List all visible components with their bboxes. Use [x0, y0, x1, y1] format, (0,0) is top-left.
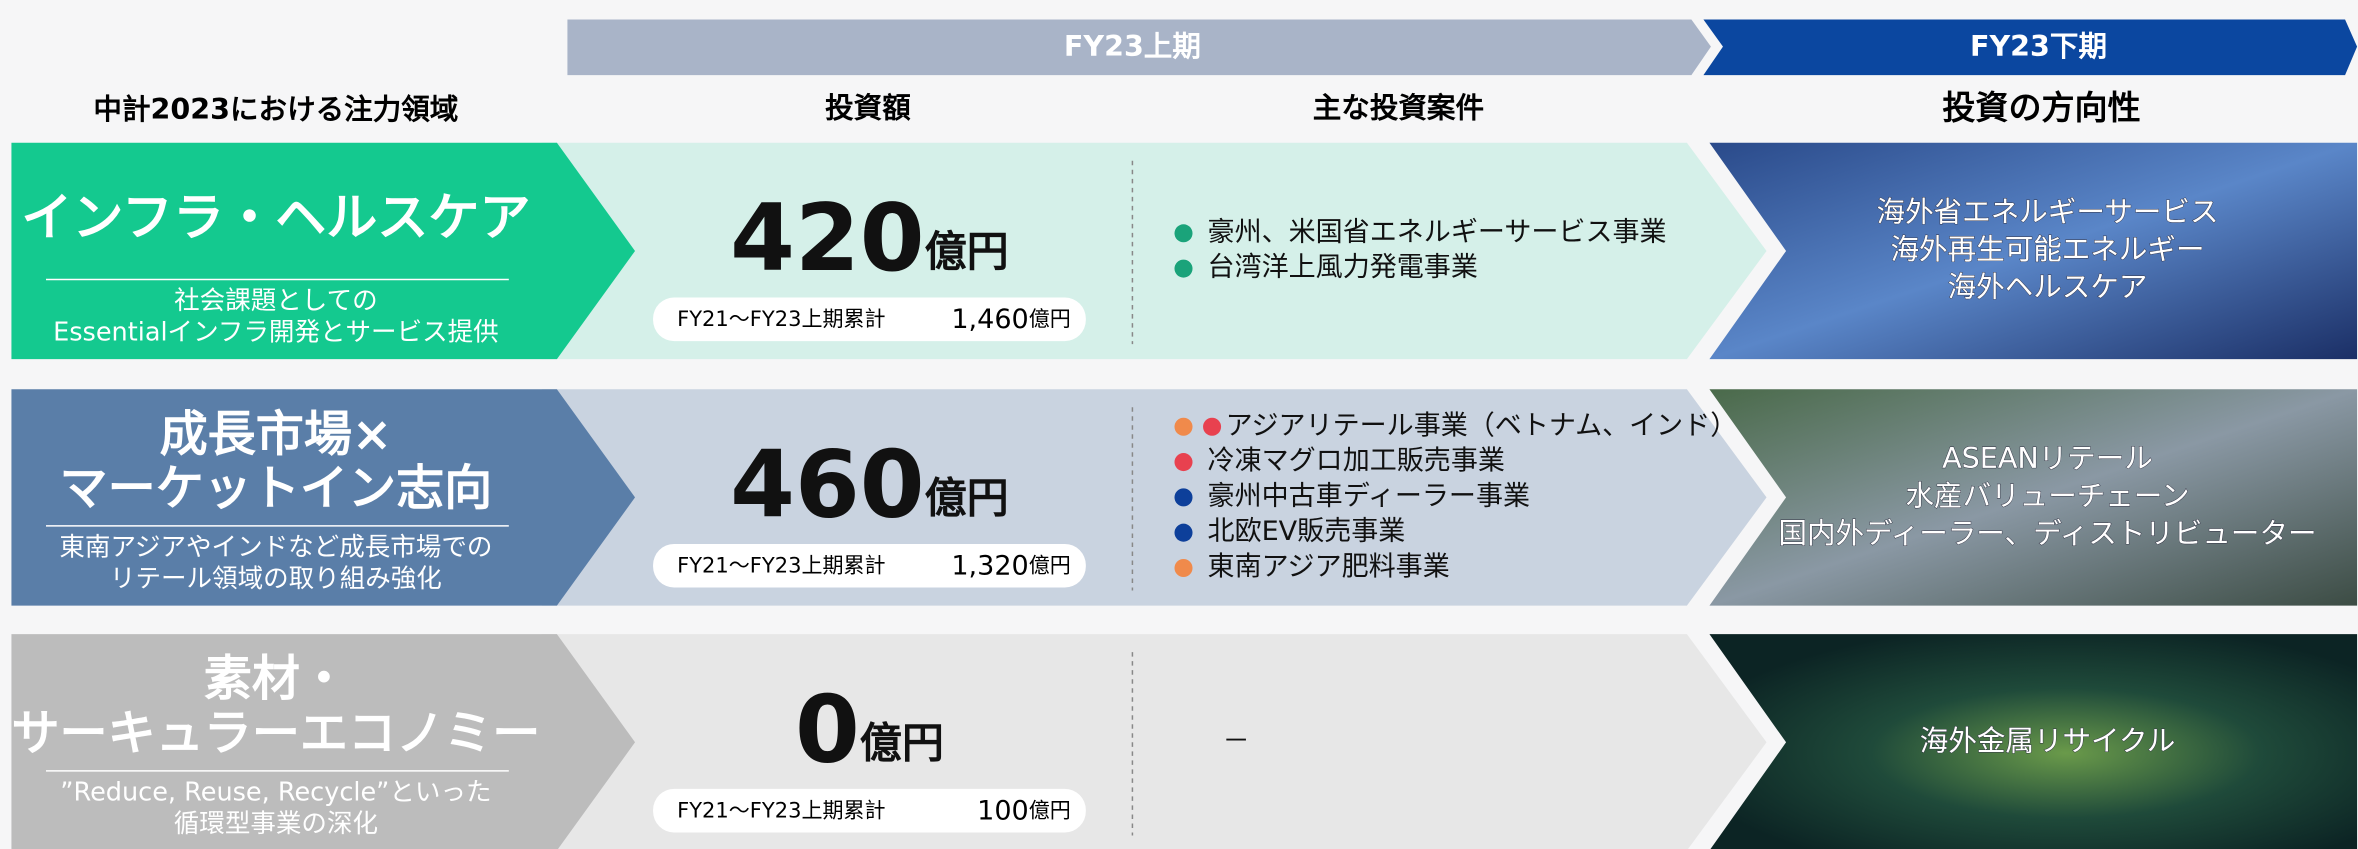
- bullet: [1203, 417, 1222, 436]
- area-box: [11, 634, 636, 849]
- amount: 420億円: [730, 184, 1009, 292]
- amount-unit: 億円: [925, 226, 1009, 275]
- direction: 海外省エネルギーサービス: [1877, 194, 2219, 228]
- phase-banner: [1703, 19, 2358, 76]
- image-panel: [1709, 634, 2358, 849]
- cumulative-pill: [653, 297, 1086, 342]
- direction: 国内外ディーラー、ディストリビューター: [1778, 516, 2316, 550]
- area-title: インフラ・ヘルスケア: [21, 189, 530, 248]
- area-subtitle: 社会課題としての: [174, 286, 377, 316]
- area-subtitle: Essentialインフラ開発とサービス提供: [53, 318, 499, 348]
- project: 北欧EV販売事業: [1208, 516, 1406, 547]
- cumulative-unit: 億円: [1029, 306, 1071, 331]
- area-title: サーキュラーエコノミー: [11, 705, 540, 761]
- direction: 水産バリューチェーン: [1906, 478, 2190, 512]
- phase-label: FY23上期: [1064, 29, 1201, 63]
- area-subtitle: リテール領域の取り組み強化: [110, 564, 442, 594]
- bullet: [1174, 523, 1193, 542]
- project: 豪州、米国省エネルギーサービス事業: [1208, 217, 1667, 248]
- cumulative: 100億円: [977, 795, 1071, 826]
- amount-value: 460: [730, 431, 924, 539]
- cumulative-label: FY21～FY23上期累計: [677, 553, 885, 578]
- direction: 海外再生可能エネルギー: [1891, 232, 2205, 266]
- cumulative: 1,320億円: [951, 550, 1070, 581]
- area-box: [11, 389, 636, 606]
- project: 東南アジア肥料事業: [1208, 552, 1450, 583]
- image-panel: [1709, 142, 2358, 360]
- amount-value: 0: [795, 676, 860, 784]
- amount-unit: 億円: [860, 718, 944, 767]
- cumulative: 1,460億円: [951, 304, 1070, 335]
- cumulative-amount: 100: [977, 795, 1029, 826]
- column-header: 中計2023における注力領域: [93, 92, 458, 126]
- bullet: [1174, 259, 1193, 278]
- direction: 海外ヘルスケア: [1948, 270, 2148, 304]
- cumulative-label: FY21～FY23上期累計: [677, 797, 885, 822]
- amount-value: 420: [730, 184, 924, 292]
- project: －: [1223, 726, 1250, 757]
- direction: 海外金属リサイクル: [1920, 723, 2176, 757]
- cumulative-amount: 1,460: [951, 304, 1028, 335]
- project: 台湾洋上風力発電事業: [1208, 252, 1478, 283]
- area-subtitle: 循環型事業の深化: [174, 809, 378, 839]
- project: 冷凍マグロ加工販売事業: [1208, 446, 1505, 477]
- area-title: 素材・: [204, 651, 348, 707]
- column-header: 主な投資案件: [1313, 91, 1484, 125]
- image-panel: [1709, 389, 2358, 606]
- area-box: [11, 142, 636, 360]
- bullet: [1174, 453, 1193, 472]
- phase-banner: [567, 19, 1711, 76]
- area-title: マーケットイン志向: [60, 460, 493, 516]
- column-header: 投資額: [825, 91, 911, 125]
- phase-label: FY23下期: [1970, 29, 2107, 63]
- amount: 0億円: [795, 676, 944, 784]
- project: アジアリテール事業（ベトナム、インド）: [1226, 410, 1738, 441]
- cumulative-amount: 1,320: [951, 550, 1028, 581]
- cumulative-label: FY21～FY23上期累計: [677, 306, 885, 331]
- area-subtitle: ”Reduce, Reuse, Recycle”といった: [60, 777, 491, 807]
- amount: 460億円: [730, 431, 1009, 539]
- area-title: 成長市場×: [160, 406, 393, 462]
- bullet: [1174, 488, 1193, 507]
- area-subtitle: 東南アジアやインドなど成長市場での: [59, 532, 492, 562]
- project: 豪州中古車ディーラー事業: [1208, 481, 1530, 512]
- bullet: [1174, 558, 1193, 578]
- cumulative-unit: 億円: [1029, 553, 1071, 578]
- cumulative-pill: [653, 788, 1086, 833]
- cumulative-unit: 億円: [1029, 797, 1071, 822]
- cumulative-pill: [653, 543, 1086, 588]
- amount-unit: 億円: [925, 473, 1009, 522]
- direction: ASEANリテール: [1942, 441, 2153, 475]
- column-header: 投資の方向性: [1942, 88, 2140, 127]
- bullet: [1174, 224, 1193, 243]
- bullet: [1174, 417, 1193, 436]
